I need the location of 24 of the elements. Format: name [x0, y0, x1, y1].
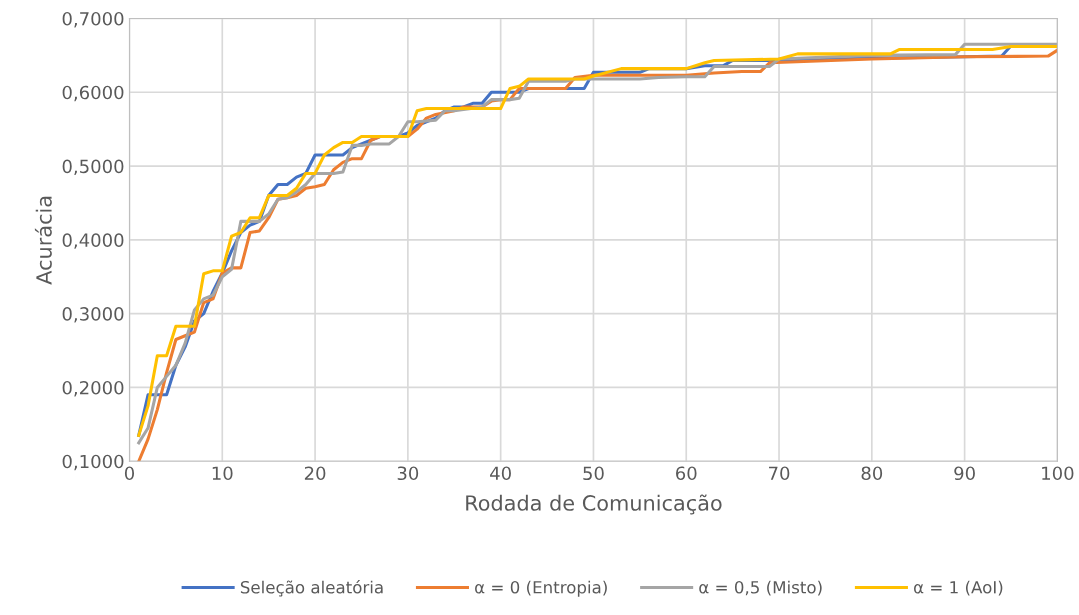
- x-tick-label: 80: [861, 466, 883, 481]
- legend-label: α = 0 (Entropia): [475, 580, 607, 597]
- x-tick-label: 0: [124, 466, 135, 481]
- y-tick-label: 0,5000: [62, 159, 124, 176]
- y-tick-label: 0,6000: [62, 85, 124, 102]
- x-axis-title: Rodada de Comunicação: [466, 494, 722, 515]
- legend-label: α = 1 (AoI): [914, 580, 1003, 596]
- legend-label: Seleção aleatória: [240, 580, 383, 597]
- y-axis-title: Acurácia: [34, 196, 52, 285]
- x-tick-label: 40: [490, 466, 511, 481]
- x-tick-label: 60: [676, 466, 697, 481]
- legend-label: α = 0,5 (Misto): [699, 580, 822, 596]
- y-tick-label: 0,1000: [62, 454, 124, 471]
- x-tick-label: 90: [954, 466, 975, 481]
- x-tick-label: 30: [397, 466, 419, 481]
- x-tick-label: 20: [304, 466, 326, 481]
- x-tick-label: 100: [1042, 466, 1074, 481]
- x-tick-label: 10: [212, 466, 233, 481]
- x-tick-label: 70: [769, 466, 790, 481]
- y-tick-label: 0,3000: [62, 307, 124, 323]
- y-tick-label: 0,7000: [62, 11, 124, 28]
- y-tick-label: 0,2000: [62, 380, 124, 397]
- y-tick-label: 0,4000: [62, 233, 124, 249]
- x-tick-label: 50: [583, 466, 604, 481]
